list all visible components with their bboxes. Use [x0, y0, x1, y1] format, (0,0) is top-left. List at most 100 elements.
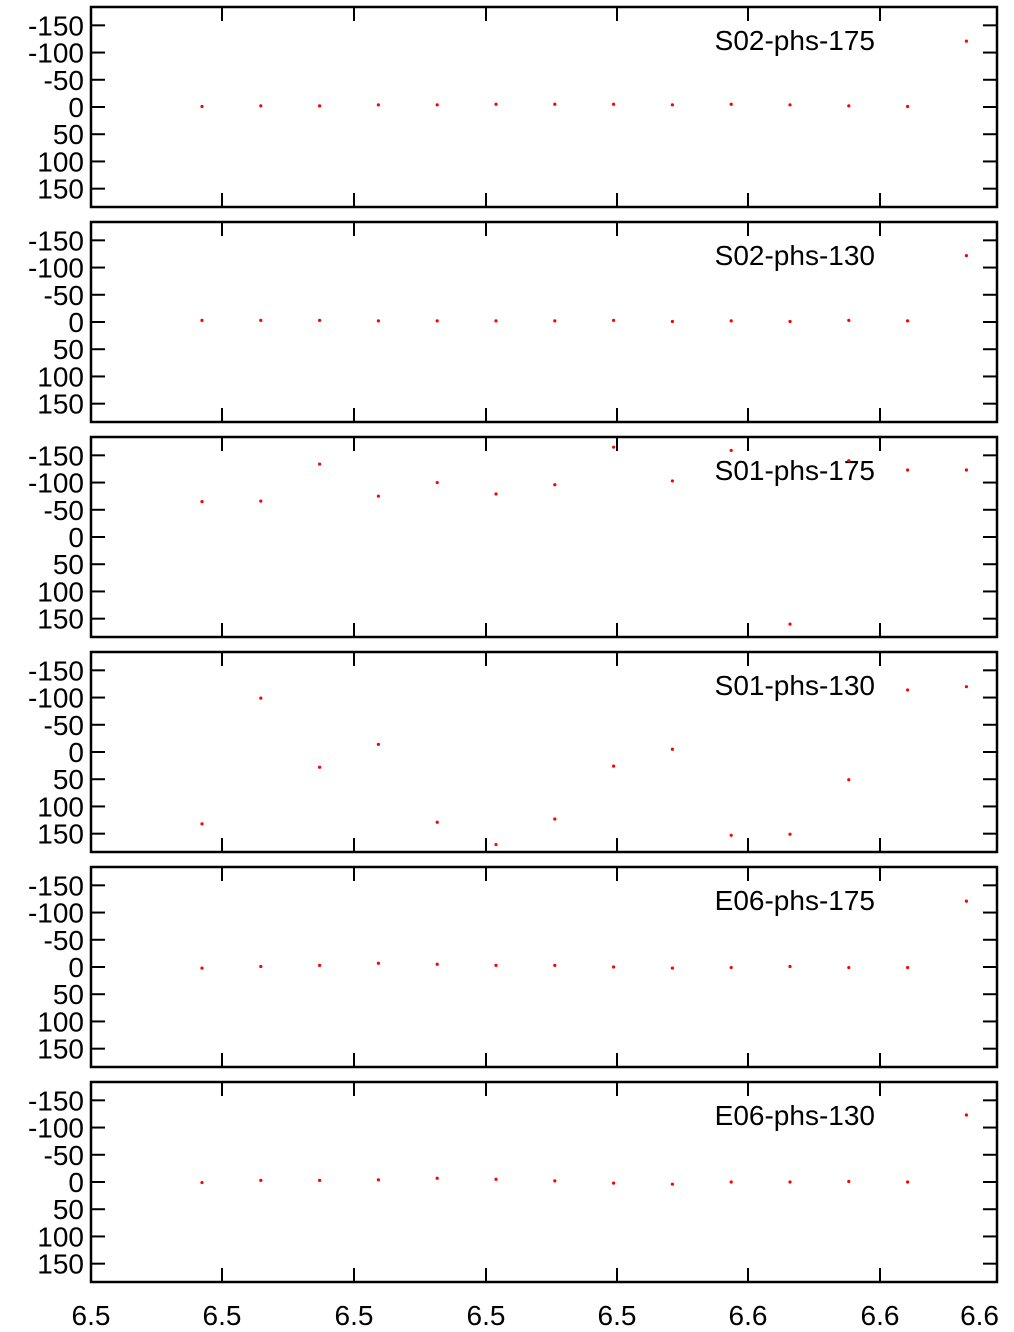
data-point — [376, 742, 380, 746]
y-tick-label: 150 — [37, 1249, 84, 1280]
data-point — [847, 104, 851, 108]
data-point — [200, 966, 204, 970]
y-tick-label: -50 — [44, 495, 84, 526]
y-tick-label: -150 — [28, 440, 84, 471]
y-tick-label: 150 — [37, 819, 84, 850]
data-point — [847, 318, 851, 322]
data-point — [259, 499, 263, 503]
x-tick-label: 6.6 — [729, 1300, 768, 1331]
y-tick-label: 0 — [68, 737, 84, 768]
y-tick-label: 0 — [68, 1167, 84, 1198]
y-tick-label: 0 — [68, 307, 84, 338]
y-tick-label: 100 — [37, 361, 84, 392]
data-point — [259, 696, 263, 700]
legend-label: E06-phs-130 — [715, 1100, 875, 1131]
x-tick-label: 6.5 — [72, 1300, 111, 1331]
data-point — [729, 448, 733, 453]
data-point — [729, 833, 733, 837]
data-point — [670, 1182, 675, 1186]
data-point — [906, 1180, 910, 1184]
data-point — [553, 1179, 557, 1183]
y-tick-label: -100 — [28, 1113, 84, 1144]
data-point — [318, 1178, 322, 1182]
data-point — [788, 1180, 792, 1184]
data-point — [788, 622, 792, 626]
data-point — [200, 822, 204, 826]
data-point — [318, 104, 322, 108]
data-point — [494, 1177, 498, 1181]
y-tick-label: -50 — [44, 1140, 84, 1171]
y-tick-label: -50 — [44, 280, 84, 311]
data-point — [847, 965, 851, 970]
y-tick-label: 50 — [53, 334, 84, 365]
data-point — [376, 1178, 380, 1182]
y-tick-label: 100 — [37, 1006, 84, 1037]
y-tick-label: -50 — [44, 925, 84, 956]
data-point — [964, 468, 969, 472]
data-point — [259, 104, 263, 108]
data-point — [435, 319, 439, 323]
data-point — [964, 39, 969, 43]
y-tick-label: -100 — [28, 683, 84, 714]
data-point — [847, 1179, 851, 1184]
x-tick-label: 6.5 — [335, 1300, 374, 1331]
data-point — [553, 102, 557, 106]
y-tick-label: 0 — [68, 952, 84, 983]
y-tick-label: -150 — [28, 655, 84, 686]
data-point — [200, 104, 204, 109]
data-point — [729, 1180, 733, 1184]
y-tick-label: 50 — [53, 1194, 84, 1225]
y-tick-label: 100 — [37, 791, 84, 822]
data-point — [612, 102, 616, 106]
legend-label: E06-phs-175 — [715, 885, 875, 916]
data-point — [435, 962, 439, 966]
data-point — [788, 832, 792, 836]
y-tick-label: 100 — [37, 1221, 84, 1252]
y-tick-label: -50 — [44, 65, 84, 96]
data-point — [494, 963, 498, 967]
data-point — [553, 319, 557, 323]
y-tick-label: -100 — [28, 38, 84, 69]
legend-label: S01-phs-175 — [715, 455, 875, 486]
y-tick-label: -150 — [28, 225, 84, 256]
data-point — [494, 842, 498, 847]
data-point — [906, 965, 910, 970]
x-tick-label: 6.5 — [203, 1300, 242, 1331]
y-tick-label: 50 — [53, 119, 84, 150]
data-point — [670, 479, 675, 483]
data-point — [729, 319, 733, 323]
data-point — [964, 1113, 969, 1117]
data-point — [964, 899, 969, 903]
data-point — [318, 318, 322, 322]
data-point — [376, 494, 380, 498]
data-point — [553, 817, 557, 821]
data-point — [259, 1178, 263, 1182]
data-point — [906, 688, 910, 692]
y-tick-label: -100 — [28, 898, 84, 929]
data-point — [494, 102, 498, 106]
y-tick-label: 0 — [68, 92, 84, 123]
data-point — [612, 318, 616, 322]
data-point — [435, 820, 439, 824]
x-tick-label: 6.6 — [960, 1300, 999, 1331]
legend-label: S02-phs-175 — [715, 25, 875, 56]
data-point — [906, 319, 910, 323]
data-point — [964, 685, 969, 689]
y-tick-label: 150 — [37, 604, 84, 635]
y-tick-label: -150 — [28, 870, 84, 901]
y-tick-label: -150 — [28, 1085, 84, 1116]
data-point — [670, 319, 675, 324]
data-point — [376, 103, 380, 107]
x-tick-label: 6.5 — [598, 1300, 637, 1331]
data-point — [906, 104, 910, 109]
data-point — [553, 483, 557, 487]
y-tick-label: -150 — [28, 10, 84, 41]
data-point — [200, 1180, 204, 1185]
data-point — [729, 965, 733, 970]
data-point — [259, 964, 263, 969]
data-point — [200, 318, 204, 322]
legend-label: S01-phs-130 — [715, 670, 875, 701]
y-tick-label: 150 — [37, 389, 84, 420]
y-tick-label: 100 — [37, 146, 84, 177]
